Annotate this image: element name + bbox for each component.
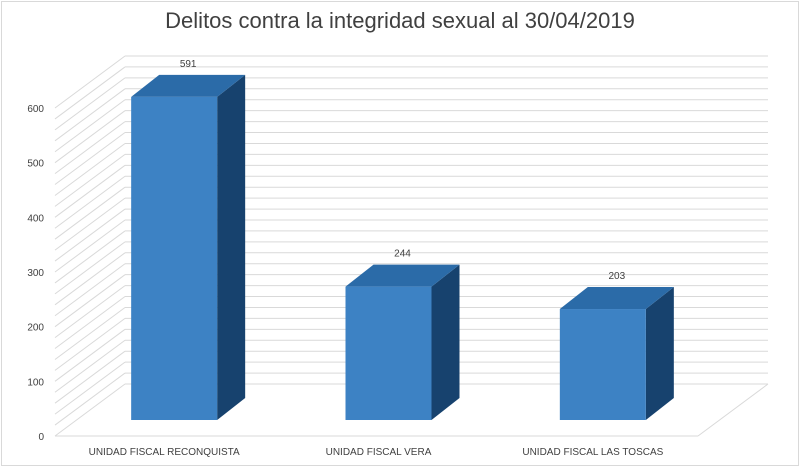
- gridline-side: [54, 132, 126, 185]
- gridline-side: [54, 121, 126, 175]
- gridline-side: [54, 164, 126, 218]
- x-tick-label: UNIDAD FISCAL RECONQUISTA: [89, 447, 240, 458]
- bar: [559, 309, 646, 420]
- gridline-side: [54, 252, 126, 306]
- gridline-side: [54, 88, 126, 142]
- bar-side: [645, 287, 674, 420]
- data-label: 591: [180, 59, 197, 70]
- gridline-side: [54, 296, 126, 349]
- gridline-side: [54, 328, 126, 382]
- gridline-side: [54, 263, 126, 317]
- bar-top: [131, 74, 246, 97]
- y-tick-label: 200: [27, 323, 44, 334]
- gridline-side: [54, 339, 126, 393]
- gridline-side: [54, 197, 126, 251]
- y-tick-label: 100: [27, 377, 44, 388]
- bar-top: [345, 264, 460, 287]
- gridline-side: [54, 350, 126, 404]
- bar-side: [431, 264, 460, 420]
- y-tick-label: 0: [38, 432, 44, 443]
- gridline-side: [54, 208, 126, 262]
- y-tick-label: 500: [27, 159, 44, 170]
- gridline-side: [54, 219, 126, 273]
- gridline-side: [54, 99, 126, 153]
- gridline-side: [54, 55, 126, 109]
- bar: [131, 96, 218, 421]
- gridline-side: [54, 153, 126, 207]
- bar-side: [217, 74, 246, 421]
- data-label: 203: [608, 271, 625, 282]
- bar-top: [559, 287, 674, 310]
- floor-right-edge: [697, 383, 769, 437]
- gridline-side: [54, 143, 126, 196]
- gridline-side: [54, 285, 126, 339]
- gridline-side: [54, 274, 126, 328]
- y-tick-label: 400: [27, 213, 44, 224]
- gridline-side: [54, 241, 126, 295]
- gridline-side: [54, 186, 126, 240]
- y-tick-label: 600: [27, 104, 44, 115]
- data-label: 244: [394, 249, 411, 260]
- gridline-side: [54, 175, 126, 229]
- gridline-side: [54, 66, 126, 120]
- gridline-side: [54, 361, 126, 415]
- y-tick-label: 300: [27, 268, 44, 279]
- gridline-side: [54, 317, 126, 371]
- gridline-side: [54, 230, 126, 284]
- x-tick-label: UNIDAD FISCAL LAS TOSCAS: [522, 447, 663, 458]
- bar: [345, 286, 432, 420]
- gridline-side: [54, 383, 126, 437]
- x-tick-label: UNIDAD FISCAL VERA: [326, 447, 432, 458]
- gridline-side: [54, 110, 126, 164]
- gridline-side: [54, 372, 126, 426]
- gridline-side: [54, 77, 126, 131]
- gridline-side: [54, 307, 126, 360]
- chart-title: Delitos contra la integridad sexual al 3…: [165, 8, 635, 33]
